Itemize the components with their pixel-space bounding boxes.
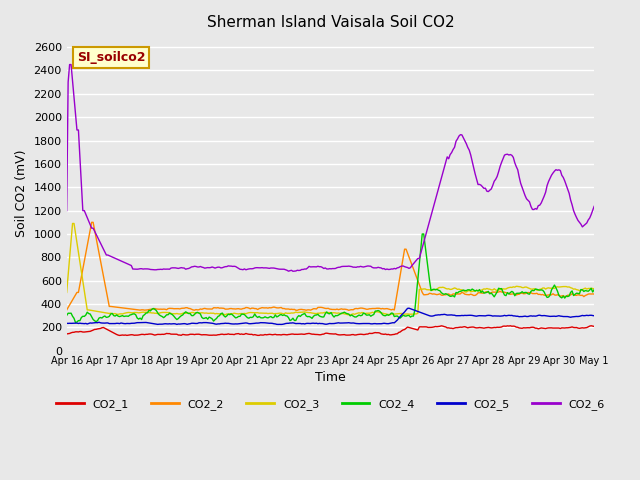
CO2_6 bbox=[564, 186, 572, 192]
Legend: CO2_1, CO2_2, CO2_3, CO2_4, CO2_5, CO2_6: CO2_1, CO2_2, CO2_3, CO2_4, CO2_5, CO2_6 bbox=[52, 395, 609, 415]
CO2_1 bbox=[248, 331, 255, 337]
CO2_4 bbox=[564, 294, 572, 300]
Line: CO2_4: CO2_4 bbox=[67, 234, 594, 323]
CO2_5 bbox=[127, 321, 135, 326]
CO2_4 bbox=[239, 312, 247, 317]
CO2_1 bbox=[63, 331, 70, 337]
CO2_6 bbox=[239, 267, 247, 273]
CO2_5 bbox=[564, 314, 572, 320]
CO2_5 bbox=[246, 321, 254, 326]
CO2_5 bbox=[590, 313, 598, 319]
CO2_4 bbox=[221, 314, 229, 320]
CO2_6 bbox=[129, 266, 136, 272]
CO2_1 bbox=[295, 331, 303, 337]
CO2_1 bbox=[239, 332, 247, 337]
CO2_2 bbox=[88, 219, 95, 225]
Line: CO2_3: CO2_3 bbox=[67, 224, 594, 315]
Line: CO2_2: CO2_2 bbox=[67, 222, 594, 310]
CO2_2 bbox=[129, 306, 136, 312]
CO2_6 bbox=[221, 264, 229, 270]
CO2_2 bbox=[63, 307, 70, 313]
CO2_5 bbox=[405, 305, 413, 311]
CO2_3 bbox=[239, 311, 247, 316]
CO2_3 bbox=[221, 312, 229, 318]
Title: Sherman Island Vaisala Soil CO2: Sherman Island Vaisala Soil CO2 bbox=[207, 15, 454, 30]
CO2_3 bbox=[590, 286, 598, 292]
CO2_2 bbox=[564, 292, 572, 298]
CO2_3 bbox=[346, 312, 354, 318]
CO2_3 bbox=[295, 310, 303, 315]
X-axis label: Time: Time bbox=[315, 371, 346, 384]
CO2_5 bbox=[220, 321, 228, 326]
CO2_4 bbox=[295, 312, 303, 318]
CO2_4 bbox=[72, 320, 79, 325]
CO2_3 bbox=[63, 289, 70, 295]
CO2_5 bbox=[295, 321, 303, 326]
CO2_3 bbox=[248, 310, 255, 315]
CO2_6 bbox=[296, 267, 304, 273]
CO2_3 bbox=[68, 221, 76, 227]
CO2_2 bbox=[221, 306, 229, 312]
Y-axis label: Soil CO2 (mV): Soil CO2 (mV) bbox=[15, 149, 28, 237]
CO2_2 bbox=[590, 291, 598, 297]
CO2_5 bbox=[237, 321, 245, 326]
CO2_6 bbox=[66, 61, 74, 67]
CO2_1 bbox=[221, 332, 229, 337]
CO2_6 bbox=[248, 266, 255, 272]
CO2_4 bbox=[590, 287, 598, 293]
Text: SI_soilco2: SI_soilco2 bbox=[77, 51, 146, 64]
Line: CO2_1: CO2_1 bbox=[67, 326, 594, 336]
CO2_5 bbox=[277, 322, 285, 327]
CO2_6 bbox=[63, 208, 70, 214]
CO2_4 bbox=[248, 314, 255, 320]
CO2_6 bbox=[590, 204, 598, 209]
CO2_4 bbox=[419, 231, 426, 237]
CO2_1 bbox=[588, 323, 595, 329]
CO2_3 bbox=[564, 284, 572, 290]
CO2_2 bbox=[248, 305, 255, 311]
CO2_1 bbox=[590, 324, 598, 329]
CO2_1 bbox=[563, 325, 570, 331]
CO2_1 bbox=[116, 333, 124, 338]
CO2_2 bbox=[345, 307, 353, 313]
CO2_3 bbox=[129, 310, 136, 316]
CO2_2 bbox=[295, 307, 303, 312]
CO2_4 bbox=[63, 312, 70, 318]
CO2_4 bbox=[129, 311, 136, 317]
CO2_1 bbox=[129, 332, 136, 338]
CO2_5 bbox=[63, 321, 70, 326]
Line: CO2_6: CO2_6 bbox=[67, 64, 594, 271]
Line: CO2_5: CO2_5 bbox=[67, 308, 594, 324]
CO2_2 bbox=[239, 306, 247, 312]
CO2_6 bbox=[289, 268, 297, 274]
